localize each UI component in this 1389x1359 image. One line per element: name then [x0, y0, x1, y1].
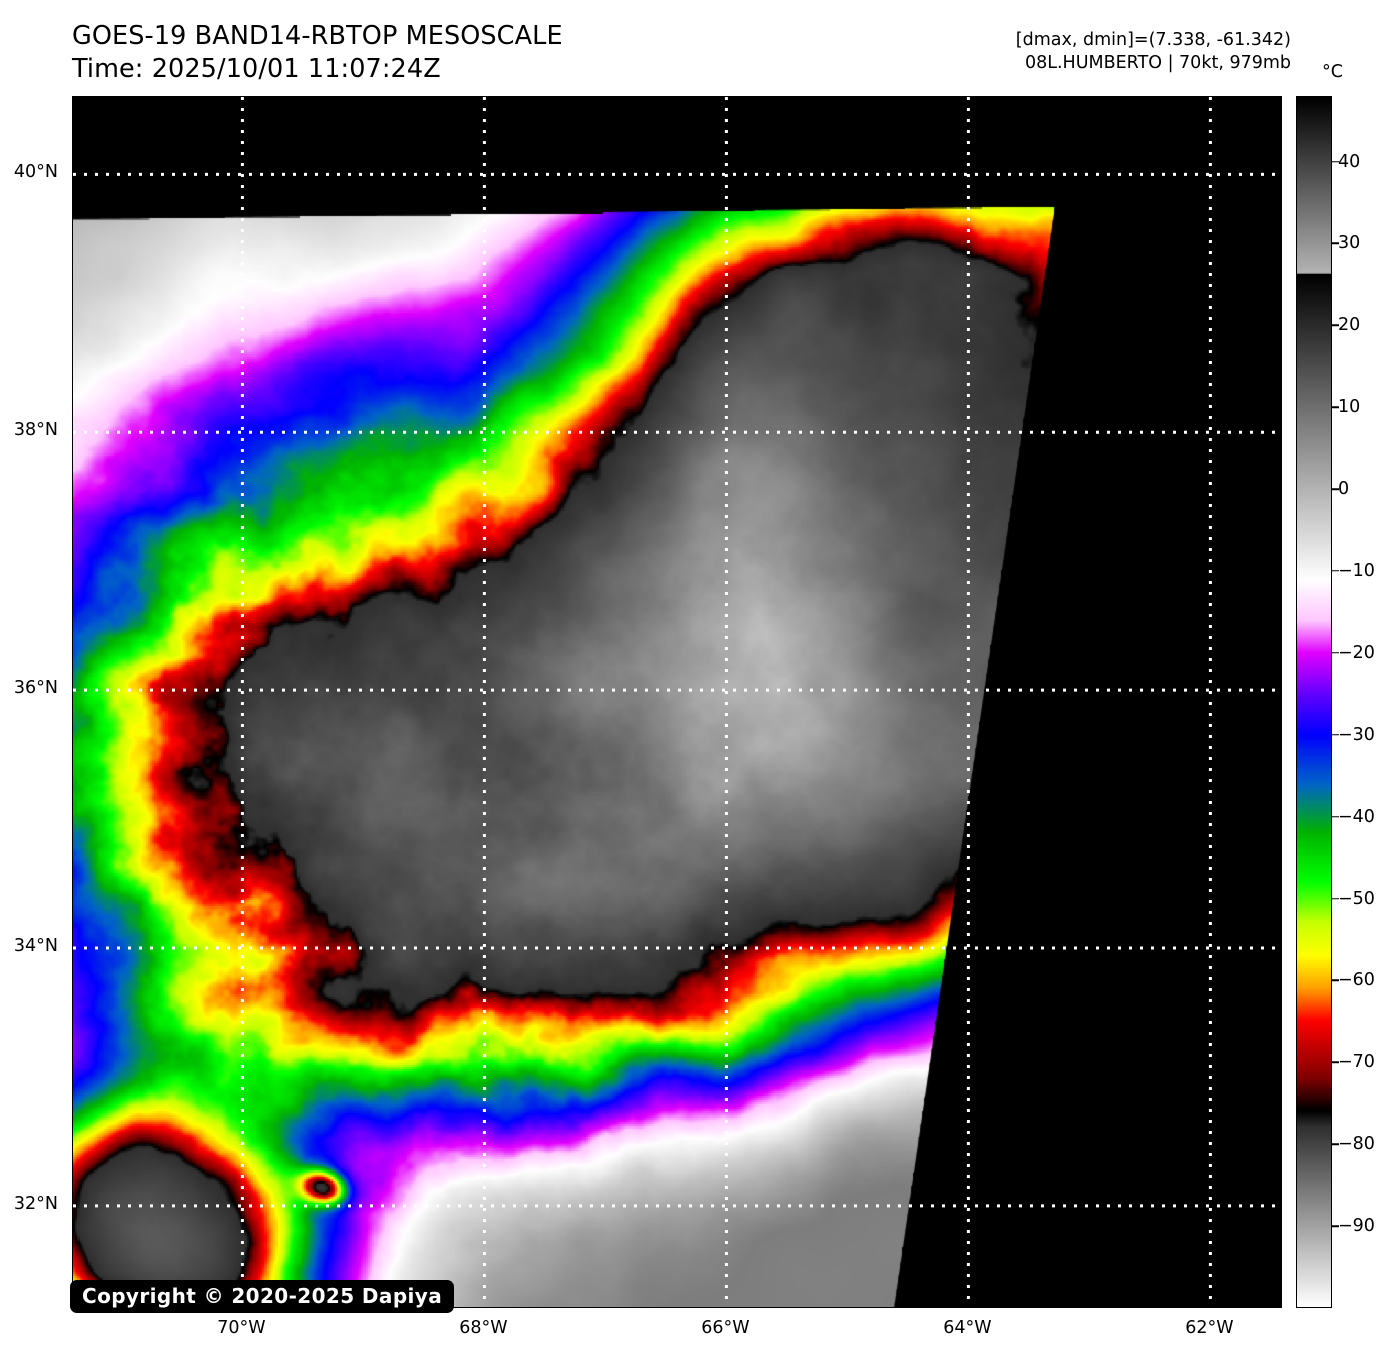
colorbar-tick-mark — [1332, 242, 1339, 245]
latitude-axis: 32°N 34°N 36°N 38°N 40°N — [0, 0, 66, 1359]
header-right: [dmax, dmin]=(7.338, -61.342) 08L.HUMBER… — [1016, 29, 1291, 75]
colorbar-tick-label: 30 — [1338, 233, 1361, 254]
latitude-tick-label: 36°N — [13, 678, 58, 699]
colorbar-tick-label: −60 — [1338, 970, 1375, 991]
longitude-tick-label: 68°W — [459, 1318, 508, 1338]
colorbar-tick-mark — [1332, 979, 1339, 982]
copyright-badge: Copyright © 2020-2025 Dapiya — [70, 1280, 455, 1313]
latitude-tick-label: 38°N — [13, 420, 58, 441]
colorbar-tick-mark — [1332, 1143, 1339, 1145]
colorbar-tick-label: −80 — [1338, 1134, 1375, 1155]
storm-info-label: 08L.HUMBERTO | 70kt, 979mb — [1024, 53, 1291, 74]
colorbar-tick-label: −10 — [1338, 560, 1375, 581]
colorbar-tick-label: −90 — [1338, 1216, 1375, 1237]
colorbar-tick-label: 0 — [1338, 479, 1350, 500]
colorbar-tick-mark — [1332, 160, 1339, 163]
colorbar-tick-label: 40 — [1338, 151, 1361, 172]
colorbar-tick-mark — [1332, 897, 1339, 900]
dmax-dmin-label: [dmax, dmin]=(7.338, -61.342) — [1015, 30, 1291, 50]
colorbar-tick-mark — [1332, 652, 1339, 654]
colorbar-tick-mark — [1332, 324, 1339, 327]
colorbar-tick-mark — [1332, 406, 1339, 408]
latlon-gridlines — [73, 97, 1281, 1307]
satellite-imagery-canvas — [73, 97, 1281, 1307]
colorbar-unit-label: °C — [1322, 62, 1343, 82]
longitude-tick-label: 64°W — [943, 1318, 992, 1338]
colorbar-tick-mark — [1332, 570, 1339, 572]
timestamp-label: Time: 2025/10/01 11:07:24Z — [72, 54, 441, 85]
colorbar-axis: 40 30 20 10 0 −10 −20 −30 −40 −50 −60 −70 −80 −90 — [1332, 96, 1388, 1308]
longitude-tick-label: 70°W — [217, 1318, 266, 1338]
colorbar-tick-label: 20 — [1338, 315, 1361, 336]
longitude-tick-label: 62°W — [1185, 1318, 1234, 1338]
latitude-tick-label: 40°N — [13, 162, 58, 183]
colorbar-tick-label: −20 — [1338, 642, 1375, 663]
colorbar-tick-label: 10 — [1338, 397, 1361, 418]
header-left: GOES-19 BAND14-RBTOP MESOSCALE Time: 202… — [72, 20, 563, 86]
colorbar-tick-mark — [1332, 815, 1339, 818]
colorbar-tick-mark — [1332, 1225, 1339, 1227]
latitude-tick-label: 34°N — [13, 935, 58, 956]
colorbar-tick-mark — [1332, 488, 1339, 490]
latitude-tick-label: 32°N — [13, 1193, 58, 1214]
colorbar-tick-label: −70 — [1338, 1052, 1375, 1073]
colorbar-tick-mark — [1332, 1061, 1339, 1064]
longitude-tick-label: 66°W — [701, 1318, 750, 1338]
satellite-image-plot[interactable] — [72, 96, 1282, 1308]
colorbar-tick-label: −40 — [1338, 806, 1375, 827]
colorbar-tick-label: −30 — [1338, 724, 1375, 745]
colorbar-tick-label: −50 — [1338, 888, 1375, 909]
page-title: GOES-19 BAND14-RBTOP MESOSCALE — [72, 21, 563, 51]
colorbar-gradient — [1296, 96, 1332, 1308]
colorbar-tick-mark — [1332, 734, 1339, 736]
colorbar[interactable] — [1296, 96, 1332, 1308]
